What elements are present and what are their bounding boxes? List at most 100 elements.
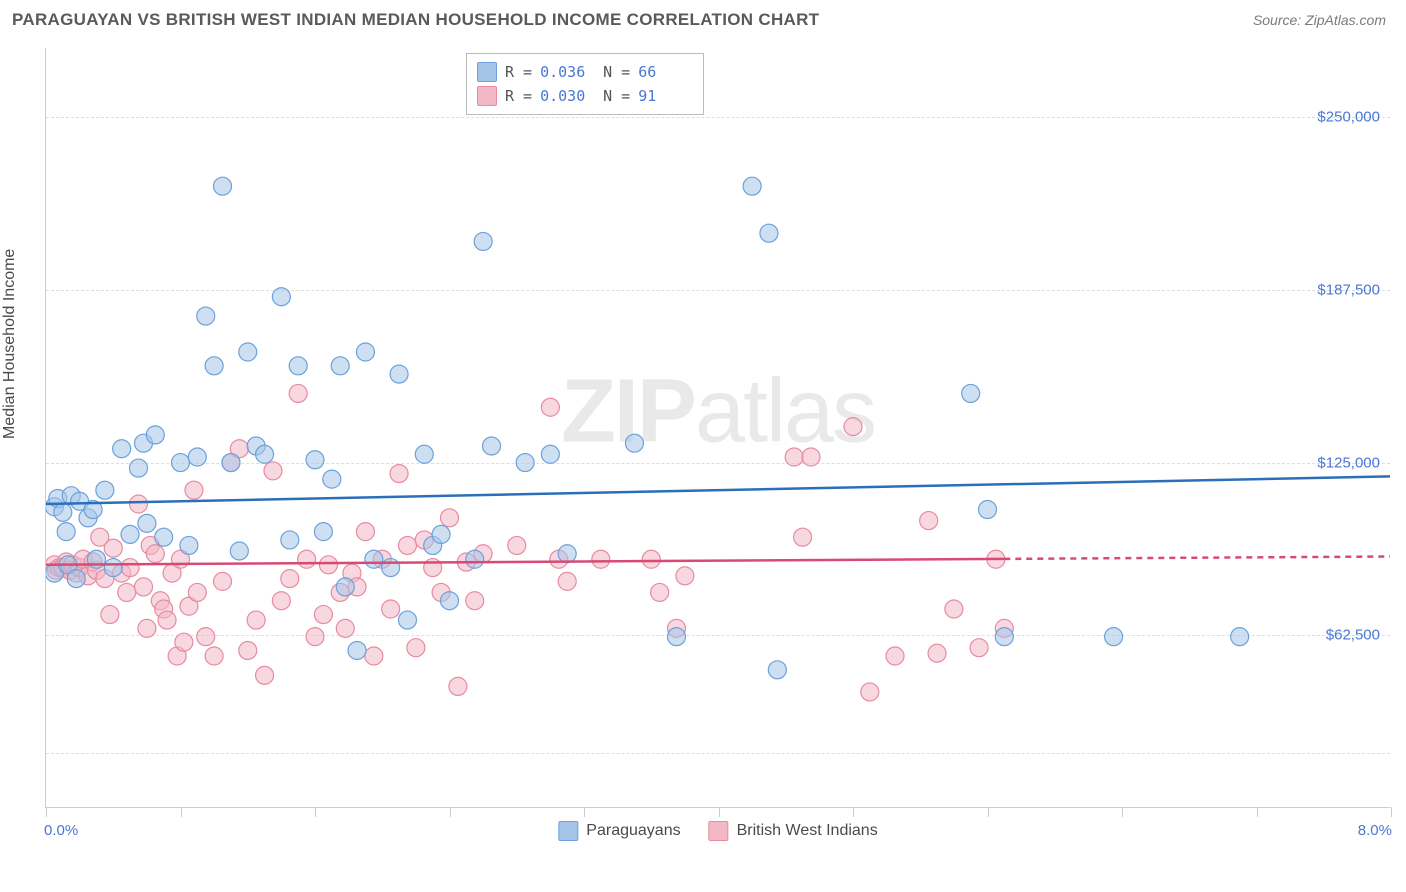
scatter-point [365, 647, 383, 665]
x-tick [988, 807, 989, 817]
scatter-point [844, 418, 862, 436]
scatter-point [886, 647, 904, 665]
scatter-point [247, 611, 265, 629]
trend-line [46, 476, 1390, 504]
scatter-point [230, 542, 248, 560]
legend-item-paraguayans: Paraguayans [558, 821, 680, 841]
scatter-point [135, 578, 153, 596]
scatter-point [185, 481, 203, 499]
scatter-point [516, 454, 534, 472]
x-tick [1257, 807, 1258, 817]
scatter-point [398, 611, 416, 629]
scatter-point [558, 572, 576, 590]
scatter-point [785, 448, 803, 466]
swatch-paraguayans [477, 62, 497, 82]
legend-label-paraguayans: Paraguayans [586, 822, 680, 840]
scatter-point [861, 683, 879, 701]
stats-row-paraguayans: R = 0.036 N = 66 [477, 60, 693, 84]
scatter-point [314, 606, 332, 624]
x-tick [853, 807, 854, 817]
scatter-point [802, 448, 820, 466]
scatter-point [995, 628, 1013, 646]
scatter-point [625, 434, 643, 452]
scatter-point [239, 343, 257, 361]
scatter-point [222, 454, 240, 472]
x-tick [584, 807, 585, 817]
scatter-point [289, 384, 307, 402]
scatter-point [67, 570, 85, 588]
chart-plot-area: ZIPatlas $62,500$125,000$187,500$250,000… [45, 48, 1390, 808]
scatter-point [979, 501, 997, 519]
scatter-point [323, 470, 341, 488]
scatter-point [441, 592, 459, 610]
x-tick [181, 807, 182, 817]
scatter-point [432, 525, 450, 543]
scatter-svg-layer [46, 48, 1390, 807]
scatter-point [146, 545, 164, 563]
scatter-point [96, 481, 114, 499]
scatter-point [407, 639, 425, 657]
legend-swatch-paraguayans [558, 821, 578, 841]
scatter-point [289, 357, 307, 375]
scatter-point [336, 619, 354, 637]
correlation-stats-legend: R = 0.036 N = 66 R = 0.030 N = 91 [466, 53, 704, 115]
scatter-point [121, 559, 139, 577]
x-tick [719, 807, 720, 817]
scatter-point [356, 343, 374, 361]
scatter-point [264, 462, 282, 480]
scatter-point [348, 641, 366, 659]
scatter-point [281, 531, 299, 549]
scatter-point [365, 550, 383, 568]
scatter-point [483, 437, 501, 455]
scatter-point [398, 536, 416, 554]
scatter-point [382, 600, 400, 618]
scatter-point [298, 550, 316, 568]
scatter-point [146, 426, 164, 444]
scatter-point [205, 647, 223, 665]
scatter-point [188, 448, 206, 466]
scatter-point [113, 440, 131, 458]
legend-label-bwi: British West Indians [737, 822, 878, 840]
source-attribution: Source: ZipAtlas.com [1253, 12, 1386, 28]
scatter-point [57, 523, 75, 541]
scatter-point [651, 583, 669, 601]
scatter-point [197, 307, 215, 325]
scatter-point [158, 611, 176, 629]
scatter-point [541, 398, 559, 416]
scatter-point [256, 445, 274, 463]
scatter-point [474, 232, 492, 250]
scatter-point [272, 592, 290, 610]
scatter-point [743, 177, 761, 195]
scatter-point [760, 224, 778, 242]
scatter-point [256, 666, 274, 684]
scatter-point [356, 523, 374, 541]
scatter-point [239, 641, 257, 659]
scatter-point [101, 606, 119, 624]
x-tick [46, 807, 47, 817]
scatter-point [415, 445, 433, 463]
scatter-point [129, 495, 147, 513]
scatter-point [449, 677, 467, 695]
scatter-point [642, 550, 660, 568]
scatter-point [466, 592, 484, 610]
scatter-point [962, 384, 980, 402]
scatter-point [768, 661, 786, 679]
scatter-point [382, 559, 400, 577]
legend-item-bwi: British West Indians [709, 821, 878, 841]
x-tick [1391, 807, 1392, 817]
scatter-point [970, 639, 988, 657]
scatter-point [138, 514, 156, 532]
scatter-point [390, 465, 408, 483]
scatter-point [794, 528, 812, 546]
x-tick [1122, 807, 1123, 817]
scatter-point [172, 454, 190, 472]
scatter-point [466, 550, 484, 568]
scatter-point [592, 550, 610, 568]
scatter-point [104, 559, 122, 577]
scatter-point [319, 556, 337, 574]
y-axis-label: Median Household Income [1, 249, 19, 439]
scatter-point [508, 536, 526, 554]
scatter-point [945, 600, 963, 618]
scatter-point [175, 633, 193, 651]
swatch-bwi [477, 86, 497, 106]
